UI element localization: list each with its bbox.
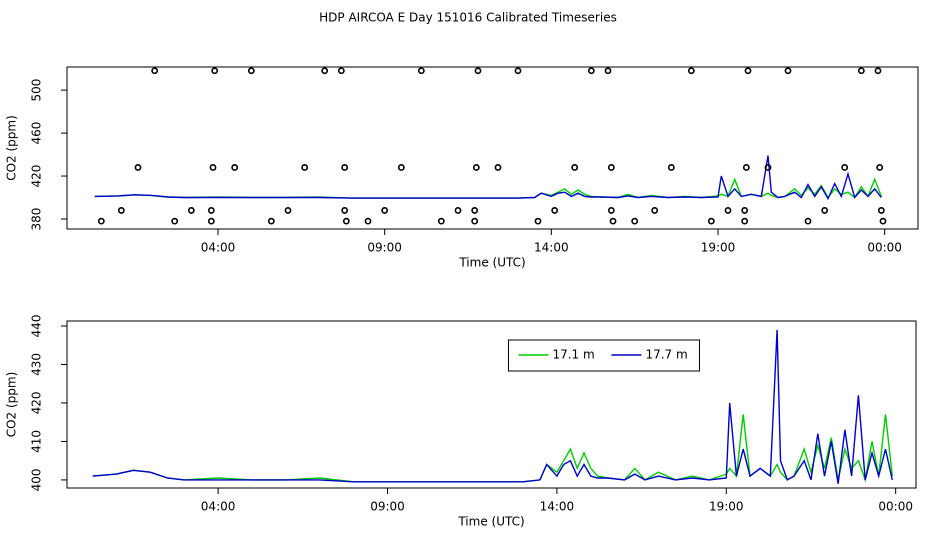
point bbox=[474, 67, 482, 75]
y-tick-label: 420 bbox=[30, 165, 44, 188]
point bbox=[117, 207, 125, 214]
point bbox=[381, 207, 389, 214]
point bbox=[571, 164, 579, 171]
point bbox=[514, 67, 522, 75]
point bbox=[134, 164, 142, 171]
point bbox=[247, 67, 255, 75]
point bbox=[207, 217, 215, 225]
x-tick-label: 04:00 bbox=[201, 241, 236, 255]
x-tick-label: 09:00 bbox=[370, 500, 405, 514]
point bbox=[874, 67, 882, 75]
point bbox=[607, 207, 615, 214]
point bbox=[342, 217, 350, 225]
y-axis-label: CO2 (ppm) bbox=[5, 372, 19, 438]
point bbox=[609, 217, 617, 225]
point bbox=[187, 207, 195, 214]
x-axis-label: Time (UTC) bbox=[458, 256, 525, 270]
point bbox=[744, 67, 752, 75]
series-line bbox=[92, 414, 893, 483]
point bbox=[151, 67, 159, 75]
point bbox=[341, 164, 349, 171]
legend-label: 17.1 m bbox=[552, 348, 594, 362]
point bbox=[207, 207, 215, 214]
point bbox=[841, 164, 849, 171]
point bbox=[857, 67, 865, 75]
point bbox=[741, 207, 749, 214]
point bbox=[687, 67, 695, 75]
point bbox=[876, 164, 884, 171]
series-line bbox=[94, 155, 882, 201]
legend-label: 17.7 m bbox=[645, 348, 687, 362]
point bbox=[604, 67, 612, 75]
x-tick-label: 14:00 bbox=[540, 500, 575, 514]
point bbox=[209, 164, 217, 171]
point bbox=[724, 207, 732, 214]
point bbox=[631, 217, 639, 225]
point bbox=[397, 164, 405, 171]
chart-title: HDP AIRCOA E Day 151016 Calibrated Times… bbox=[319, 11, 617, 25]
point bbox=[551, 207, 559, 214]
point bbox=[341, 207, 349, 214]
y-tick-label: 380 bbox=[30, 208, 44, 231]
point bbox=[364, 217, 372, 225]
point bbox=[471, 217, 479, 225]
point bbox=[337, 67, 345, 75]
point bbox=[821, 207, 829, 214]
y-tick-label: 500 bbox=[30, 79, 44, 102]
point bbox=[667, 164, 675, 171]
point bbox=[472, 164, 480, 171]
x-tick-label: 19:00 bbox=[701, 241, 736, 255]
x-tick-label: 19:00 bbox=[709, 500, 744, 514]
point bbox=[877, 207, 885, 214]
y-tick-label: 460 bbox=[30, 122, 44, 145]
point bbox=[741, 217, 749, 225]
x-tick-label: 04:00 bbox=[201, 500, 236, 514]
x-tick-label: 00:00 bbox=[878, 500, 913, 514]
point bbox=[784, 67, 792, 75]
point bbox=[97, 217, 105, 225]
point bbox=[534, 217, 542, 225]
x-tick-label: 09:00 bbox=[367, 241, 402, 255]
point bbox=[321, 67, 329, 75]
point bbox=[651, 207, 659, 214]
point bbox=[471, 207, 479, 214]
point bbox=[879, 217, 887, 225]
y-tick-label: 440 bbox=[30, 315, 44, 338]
y-tick-label: 420 bbox=[30, 392, 44, 415]
x-tick-label: 14:00 bbox=[534, 241, 569, 255]
point bbox=[742, 164, 750, 171]
point bbox=[437, 217, 445, 225]
y-axis-label: CO2 (ppm) bbox=[5, 115, 19, 181]
point bbox=[301, 164, 309, 171]
point bbox=[494, 164, 502, 171]
point bbox=[267, 217, 275, 225]
point bbox=[417, 67, 425, 75]
x-tick-label: 00:00 bbox=[867, 241, 902, 255]
point bbox=[587, 67, 595, 75]
point bbox=[607, 164, 615, 171]
point bbox=[211, 67, 219, 75]
point bbox=[171, 217, 179, 225]
plot-frame bbox=[66, 66, 919, 230]
y-tick-label: 430 bbox=[30, 353, 44, 376]
plot-frame bbox=[66, 320, 917, 489]
point bbox=[454, 207, 462, 214]
legend-box bbox=[507, 339, 700, 372]
y-tick-label: 410 bbox=[30, 430, 44, 453]
point bbox=[284, 207, 292, 214]
point bbox=[764, 164, 772, 171]
x-axis-label: Time (UTC) bbox=[457, 515, 524, 529]
point bbox=[707, 217, 715, 225]
series-line bbox=[92, 329, 893, 484]
point bbox=[804, 217, 812, 225]
y-tick-label: 400 bbox=[30, 468, 44, 491]
point bbox=[231, 164, 239, 171]
